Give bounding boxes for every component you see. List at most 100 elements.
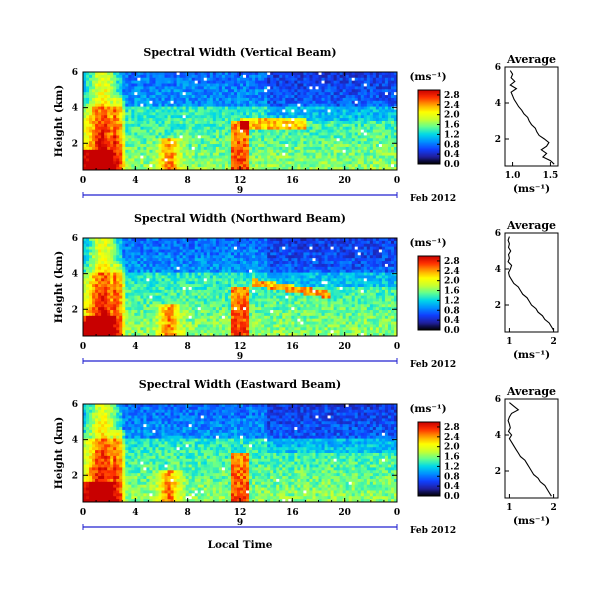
heatmap-cell (330, 135, 335, 139)
heatmap-cell (261, 132, 265, 136)
heatmap-cell (291, 269, 295, 274)
heatmap-cell (363, 141, 368, 145)
heatmap-cell (113, 86, 117, 90)
heatmap-cell (173, 132, 178, 136)
heatmap-cell (267, 97, 271, 102)
heatmap-cell (393, 95, 398, 99)
heatmap-cell (363, 138, 368, 142)
heatmap-cell (197, 164, 202, 168)
heatmap-cell (291, 123, 295, 128)
heatmap-cell (255, 126, 259, 131)
heatmap-cell (297, 138, 301, 142)
heatmap-cell (387, 83, 392, 87)
heatmap-cell (191, 129, 196, 134)
heatmap-cell (261, 86, 265, 90)
heatmap-cell (140, 249, 144, 253)
heatmap-cell (255, 103, 259, 108)
heatmap-cell (369, 92, 374, 96)
heatmap-cell (246, 161, 250, 165)
heatmap-cell (155, 74, 159, 79)
colorbar-segment (418, 129, 440, 132)
heatmap-cell (140, 149, 144, 154)
heatmap-cell (188, 258, 193, 262)
heatmap-cell (164, 100, 169, 105)
heatmap-cell (312, 261, 316, 265)
heatmap-cell (125, 252, 129, 256)
heatmap-cell (116, 167, 120, 171)
heatmap-cell (146, 158, 150, 162)
heatmap-cell (309, 252, 313, 256)
heatmap-cell (185, 121, 190, 125)
heatmap-cell (345, 109, 350, 113)
heatmap-cell (357, 109, 362, 113)
heatmap-cell (191, 118, 196, 122)
heatmap-cell (288, 121, 292, 125)
heatmap-cell (357, 123, 362, 128)
heatmap-cell (86, 155, 90, 159)
heatmap-cell (357, 115, 362, 119)
heatmap-cell (279, 155, 283, 159)
heatmap-cell (276, 164, 280, 168)
heatmap-cell (143, 126, 147, 131)
heatmap-cell (378, 167, 383, 171)
heatmap-cell (339, 83, 344, 87)
heatmap-cell (104, 83, 108, 87)
heatmap-cell (387, 258, 392, 262)
heatmap-cell (119, 138, 123, 142)
heatmap-cell (191, 112, 196, 116)
heatmap-cell (101, 252, 105, 256)
heatmap-cell (279, 152, 283, 157)
heatmap-cell (342, 100, 347, 105)
heatmap-cell (170, 167, 175, 171)
heatmap-cell (240, 72, 244, 76)
heatmap-cell (170, 164, 175, 168)
heatmap-cell (89, 240, 93, 245)
heatmap-cell (315, 92, 319, 96)
heatmap-cell (357, 144, 362, 148)
heatmap-cell (218, 246, 223, 251)
heatmap-cell (321, 261, 326, 265)
heatmap-cell (294, 123, 298, 128)
heatmap-cell (179, 95, 184, 99)
heatmap-cell (300, 135, 304, 139)
heatmap-cell (209, 240, 214, 245)
heatmap-cell (243, 115, 247, 119)
heatmap-cell (312, 141, 316, 145)
colorbar-segment (418, 102, 440, 105)
heatmap-cell (206, 261, 211, 265)
heatmap-cell (116, 115, 120, 119)
heatmap-cell (110, 269, 114, 274)
heatmap-cell (224, 74, 229, 79)
heatmap-cell (246, 77, 250, 82)
heatmap-cell (221, 95, 226, 99)
heatmap-cell (131, 141, 135, 145)
heatmap-cell (282, 95, 286, 99)
heatmap-cell (261, 126, 265, 131)
heatmap-cell (167, 263, 172, 268)
heatmap-cell (321, 72, 326, 76)
heatmap-cell (303, 152, 307, 157)
heatmap-cell (354, 77, 359, 82)
heatmap-cell (291, 106, 295, 110)
heatmap-cell (212, 115, 217, 119)
heatmap-cell (86, 266, 90, 271)
heatmap-cell (243, 144, 247, 148)
heatmap-cell (354, 118, 359, 122)
heatmap-cell (267, 146, 271, 151)
heatmap-cell (291, 263, 295, 268)
heatmap-cell (267, 106, 271, 110)
heatmap-cell (170, 269, 175, 274)
heatmap-cell (270, 100, 274, 105)
heatmap-cell (390, 258, 395, 262)
heatmap-cell (315, 89, 319, 93)
heatmap-cell (224, 123, 229, 128)
heatmap-cell (267, 80, 271, 85)
heatmap-cell (233, 97, 238, 102)
heatmap-cell (327, 112, 332, 116)
heatmap-cell (375, 258, 380, 262)
heatmap-cell (243, 80, 247, 85)
heatmap-cell (107, 258, 111, 262)
heatmap-cell (134, 129, 138, 134)
heatmap-cell (152, 92, 156, 96)
heatmap-cell (354, 123, 359, 128)
